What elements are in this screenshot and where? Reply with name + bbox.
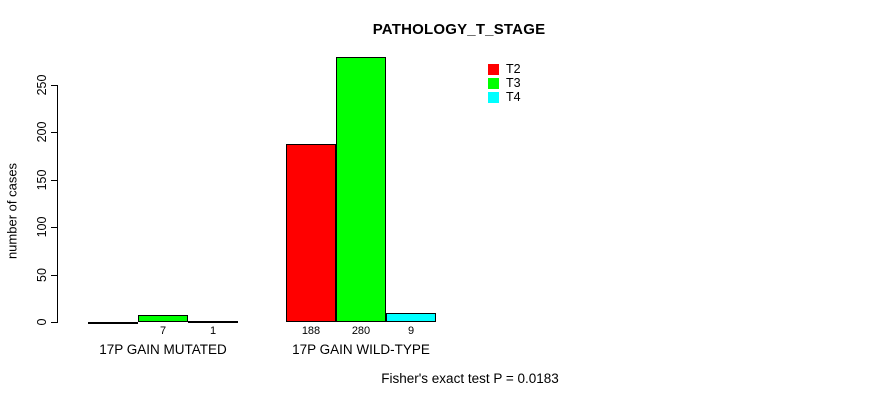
y-axis-tick xyxy=(51,85,57,86)
bar-t4-group1 xyxy=(188,321,238,323)
bar-value-label: 7 xyxy=(159,325,167,337)
legend-item-t3: T3 xyxy=(488,76,521,90)
y-axis-title: number of cases xyxy=(4,162,20,260)
y-axis-tick xyxy=(51,227,57,228)
y-axis-line xyxy=(57,85,58,323)
bar-t2-group1 xyxy=(88,322,138,324)
legend-item-t4: T4 xyxy=(488,90,521,104)
legend-item-t2: T2 xyxy=(488,62,521,76)
y-axis-tick xyxy=(51,275,57,276)
bar-value-label: 9 xyxy=(407,325,415,337)
legend: T2 T3 T4 xyxy=(488,62,521,104)
bar-value-label: 188 xyxy=(301,325,321,337)
bar-t3-group2 xyxy=(336,57,386,322)
bar-value-label: 1 xyxy=(209,325,217,337)
stats-annotation: Fisher's exact test P = 0.0183 xyxy=(381,371,559,386)
legend-swatch-t3 xyxy=(488,77,499,89)
y-axis-tick-label: 250 xyxy=(35,74,49,96)
y-axis-tick xyxy=(51,180,57,181)
bar-t4-group2 xyxy=(386,313,436,322)
legend-label-t2: T2 xyxy=(506,62,521,76)
bar-value-label: 280 xyxy=(351,325,371,337)
y-axis-tick-label: 100 xyxy=(35,216,49,238)
x-axis-category-label: 17P GAIN WILD-TYPE xyxy=(292,342,430,357)
bar-t2-group2 xyxy=(286,144,336,322)
bar-t3-group1 xyxy=(138,315,188,322)
legend-label-t4: T4 xyxy=(506,90,521,104)
y-axis-tick-label: 0 xyxy=(35,318,49,326)
x-axis-category-label: 17P GAIN MUTATED xyxy=(99,342,227,357)
legend-swatch-t4 xyxy=(488,91,499,103)
y-axis-tick xyxy=(51,322,57,323)
legend-label-t3: T3 xyxy=(506,76,521,90)
y-axis-tick-label: 150 xyxy=(35,169,49,191)
y-axis-tick-label: 200 xyxy=(35,121,49,143)
y-axis-tick xyxy=(51,132,57,133)
y-axis-tick-label: 50 xyxy=(35,268,49,282)
chart-title: PATHOLOGY_T_STAGE xyxy=(372,21,546,38)
legend-swatch-t2 xyxy=(488,63,499,75)
